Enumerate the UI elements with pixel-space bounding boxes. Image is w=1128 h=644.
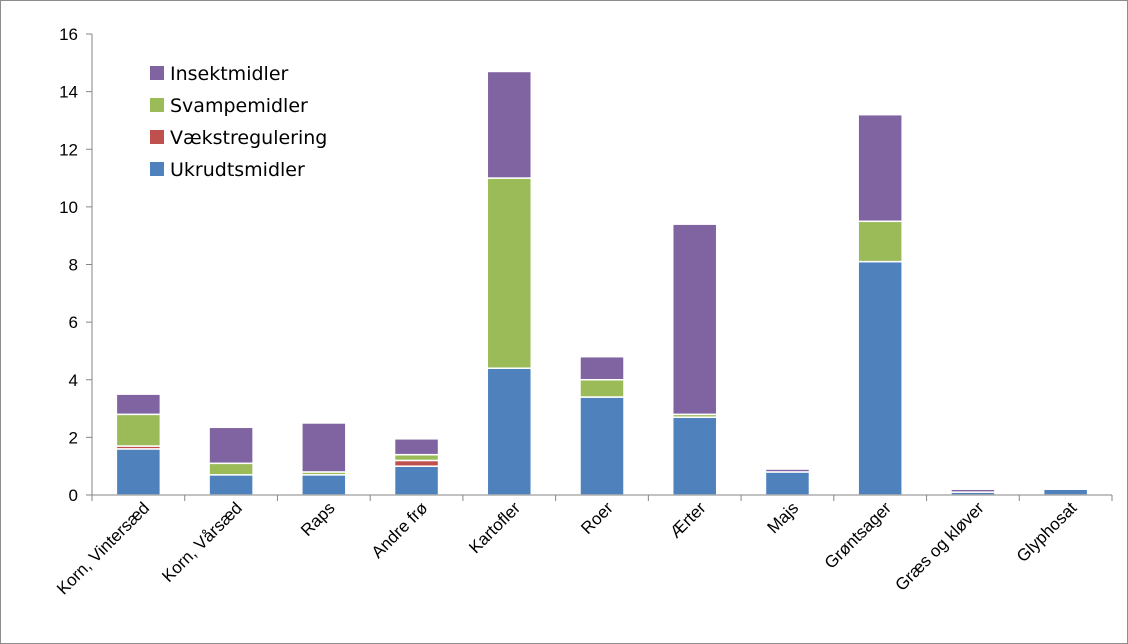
bar-segment [115, 448, 162, 496]
legend-label: Svampemidler [170, 95, 308, 117]
x-tick-label: Græs og kløver [891, 498, 987, 594]
bar-segment [950, 488, 996, 493]
bar-segment [857, 113, 903, 223]
y-tick-label: 14 [59, 83, 78, 102]
y-tick-label: 2 [69, 428, 78, 447]
x-tick-label: Roer [577, 498, 617, 538]
bar-segment [393, 438, 440, 456]
bar-segment [857, 260, 903, 496]
legend-label: Vækstregulering [170, 127, 327, 149]
bar-segment [1042, 488, 1089, 496]
bar-segment [579, 379, 625, 398]
x-tick-label: Andre frø [368, 498, 432, 562]
bar-segment [486, 177, 533, 369]
y-tick-label: 6 [69, 313, 78, 332]
x-tick-label: Korn, Vårsæd [158, 498, 246, 586]
legend-label: Ukrudtsmidler [170, 159, 305, 181]
x-tick-label: Korn, Vintersæd [53, 498, 153, 598]
y-tick-label: 4 [69, 371, 78, 390]
legend-swatch [150, 162, 164, 176]
bar-segment [115, 393, 162, 416]
legend-label: Insektmidler [170, 63, 289, 85]
bar-segment [486, 367, 533, 496]
y-tick-label: 0 [69, 486, 78, 505]
x-tick-label: Raps [297, 498, 338, 539]
bar-segment [115, 413, 162, 447]
legend-swatch [150, 98, 164, 112]
bar-segment [393, 465, 440, 496]
legend-swatch [150, 66, 164, 80]
bar-segment [579, 355, 625, 381]
y-tick-label: 8 [69, 256, 78, 275]
bar-segment [208, 474, 254, 496]
bar-segment [393, 453, 440, 462]
bar-segment [393, 459, 440, 467]
bar-segment [764, 468, 811, 473]
bar-segment [301, 422, 347, 473]
bar-segment [486, 70, 533, 179]
bar-segment [208, 462, 254, 476]
x-tick-label: Glyphosat [1013, 498, 1081, 566]
bar-segment [671, 223, 718, 416]
bar-segment [208, 426, 254, 465]
y-tick-label: 10 [59, 198, 78, 217]
x-tick-label: Majs [763, 498, 802, 537]
x-tick-label: Ærter [666, 498, 710, 542]
y-tick-label: 12 [59, 140, 78, 159]
y-tick-label: 16 [59, 25, 78, 44]
bar-segment [579, 396, 625, 496]
x-tick-label: Kartofler [465, 498, 524, 557]
bar-segment [764, 471, 811, 496]
x-tick-label: Grøntsager [821, 498, 895, 572]
legend-swatch [150, 130, 164, 144]
bar-segment [857, 220, 903, 263]
bar-segment [301, 474, 347, 496]
bar-segment [671, 416, 718, 496]
